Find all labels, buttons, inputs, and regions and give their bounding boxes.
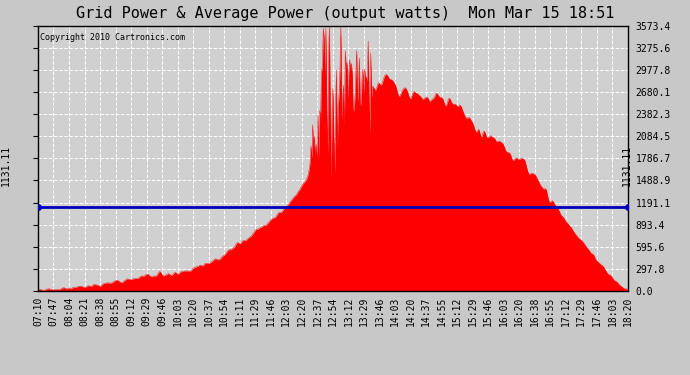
Text: Copyright 2010 Cartronics.com: Copyright 2010 Cartronics.com: [40, 33, 185, 42]
Text: Grid Power & Average Power (output watts)  Mon Mar 15 18:51: Grid Power & Average Power (output watts…: [76, 6, 614, 21]
Text: 1131.11: 1131.11: [1, 144, 10, 186]
Text: 1131.11: 1131.11: [622, 144, 631, 186]
